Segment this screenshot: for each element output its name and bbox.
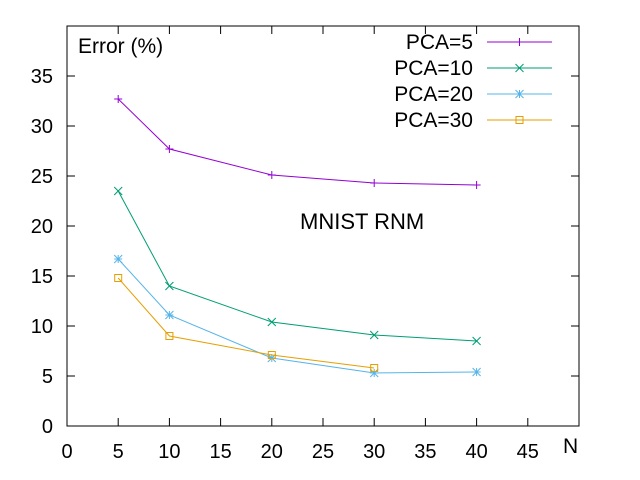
x-tick-label: 45 <box>517 441 539 463</box>
data-point <box>267 317 277 327</box>
x-axis-label: N <box>563 435 578 458</box>
y-axis-label: Error (%) <box>78 35 163 58</box>
data-point <box>267 351 276 359</box>
data-point <box>472 181 481 189</box>
data-point <box>165 332 174 340</box>
legend-marker <box>515 38 524 46</box>
x-tick-label: 30 <box>363 441 385 463</box>
series-line-3 <box>117 258 477 374</box>
y-tick-label: 25 <box>31 166 53 188</box>
data-point <box>267 171 276 179</box>
data-point <box>165 310 174 320</box>
legend-marker <box>515 63 524 73</box>
chart-annotation: MNIST RNM <box>300 209 424 234</box>
data-point <box>370 179 379 187</box>
data-point <box>113 254 123 264</box>
y-tick-label: 5 <box>42 366 53 388</box>
y-tick-label: 10 <box>31 316 53 338</box>
data-point <box>165 281 174 291</box>
x-tick-label: 10 <box>158 441 180 463</box>
data-point <box>113 186 123 196</box>
legend-marker <box>515 89 524 99</box>
legend-label: PCA=20 <box>394 83 473 106</box>
x-tick-label: 15 <box>209 441 231 463</box>
legend-label: PCA=5 <box>406 31 473 54</box>
y-tick-label: 20 <box>31 216 53 238</box>
legend: PCA=5 PCA=10 PCA=20 PCA=30 <box>394 31 552 132</box>
x-tick-label: 35 <box>414 441 436 463</box>
y-tick-label: 15 <box>31 266 53 288</box>
x-tick-label: 5 <box>113 441 124 463</box>
legend-label: PCA=10 <box>394 57 473 80</box>
y-tick-label: 35 <box>31 66 53 88</box>
data-point <box>369 330 379 340</box>
legend-marker <box>515 116 524 124</box>
series-line-4 <box>117 277 375 369</box>
data-point <box>165 145 174 153</box>
y-tick-label: 0 <box>42 416 53 438</box>
x-tick-label: 25 <box>312 441 334 463</box>
series-group <box>113 95 481 378</box>
x-tick-label: 20 <box>261 441 283 463</box>
data-point <box>472 336 481 346</box>
x-tick-label: 40 <box>465 441 487 463</box>
y-tick-label: 30 <box>31 116 53 138</box>
data-point <box>114 95 123 103</box>
data-point <box>370 364 379 372</box>
data-point <box>472 367 481 377</box>
axis-ticks: 0 5 10 15 20 25 30 35 40 45 0 5 10 15 20 25 30 35 <box>31 26 579 463</box>
data-point <box>369 368 379 378</box>
data-point <box>114 274 123 282</box>
legend-label: PCA=30 <box>394 109 473 132</box>
x-tick-label: 0 <box>61 441 72 463</box>
